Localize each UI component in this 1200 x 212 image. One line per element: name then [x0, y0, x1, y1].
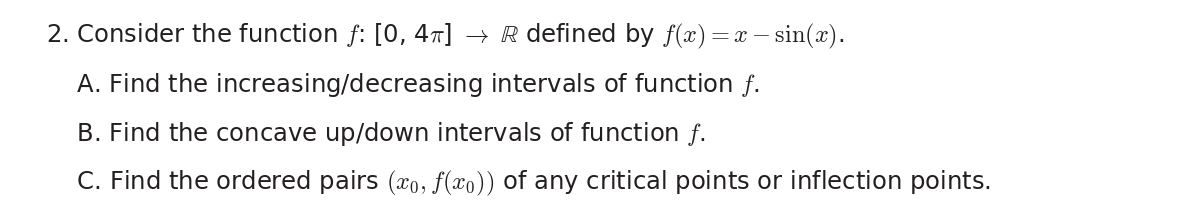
Text: C. Find the ordered pairs $(x_0, f(x_0))$ of any critical points or inflection p: C. Find the ordered pairs $(x_0, f(x_0))…: [46, 169, 990, 198]
Text: A. Find the increasing/decreasing intervals of function $f$.: A. Find the increasing/decreasing interv…: [46, 71, 760, 99]
Text: B. Find the concave up/down intervals of function $f$.: B. Find the concave up/down intervals of…: [46, 120, 706, 148]
Text: 2. Consider the function $f$: [0, 4$\pi$] $\rightarrow$ $\mathbb{R}$ defined by : 2. Consider the function $f$: [0, 4$\pi$…: [46, 22, 844, 51]
